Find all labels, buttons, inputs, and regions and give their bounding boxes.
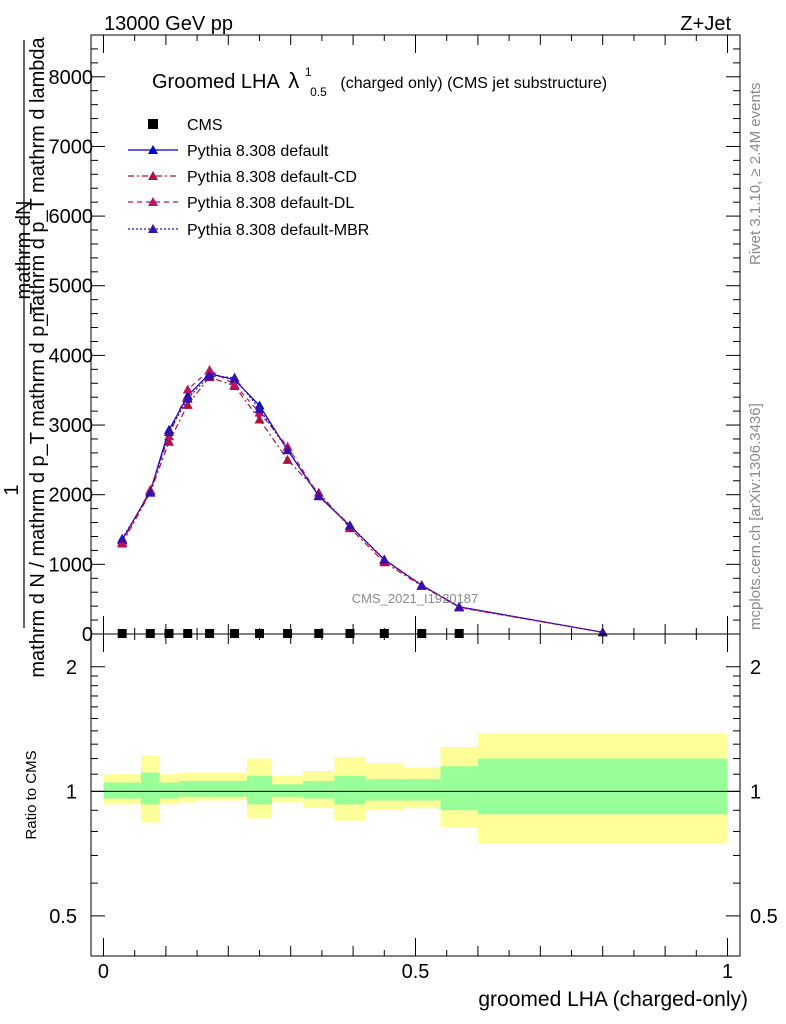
legend-label: Pythia 8.308 default-MBR (187, 222, 369, 239)
ratio-ytick-label-right: 0.5 (750, 906, 778, 928)
ratio-ytick-label-right: 1 (750, 781, 761, 803)
series-point (182, 393, 193, 403)
legend-marker (148, 145, 158, 154)
series-point (313, 491, 324, 501)
x-axis-label: groomed LHA (charged-only) (478, 988, 748, 1011)
band-inner (403, 779, 441, 801)
plot-title-sup: 1 (305, 65, 312, 79)
main-ytick-label: 0 (82, 624, 93, 646)
ratio-tick-labels: 0.5 0.5 1 1 2 2 (49, 657, 778, 928)
main-panel: 0 1000 2000 3000 4000 5000 6000 7000 8000 Groome… (49, 34, 741, 646)
ratio-ytick-label: 0.5 (49, 906, 77, 928)
band-inner (197, 780, 223, 797)
ratio-ytick-label-right: 2 (750, 657, 761, 679)
legend-marker (148, 171, 158, 180)
main-major-ticks (91, 76, 740, 635)
series-point (254, 414, 265, 424)
band-inner (247, 775, 272, 805)
legend-label: Pythia 8.308 default-CD (187, 169, 357, 186)
band-inner (303, 780, 335, 799)
band-inner (222, 780, 248, 797)
ylabel-one: 1 (1, 484, 23, 495)
main-ytick-label: 4000 (49, 345, 94, 367)
ratio-panel: 0.5 0.5 1 1 2 2 (49, 633, 778, 957)
series-point (282, 454, 293, 464)
legend-marker (148, 197, 158, 206)
plot-title-lambda: λ (288, 68, 299, 93)
x-tick-label: 1 (722, 961, 733, 983)
series-point (182, 399, 193, 409)
main-ytick-label: 2000 (49, 485, 94, 507)
legend: CMS Pythia 8.308 default Pythia 8.308 defa… (128, 117, 369, 239)
band-inner (440, 766, 478, 811)
ratio-bands (103, 733, 728, 844)
x-tick-label: 0.5 (402, 961, 430, 983)
series-point (229, 379, 240, 389)
ratio-ytick-label: 1 (66, 781, 77, 803)
band-inner (159, 782, 179, 799)
ratio-ylabel: Ratio to CMS (23, 750, 40, 839)
main-ytick-label: 7000 (49, 136, 94, 158)
main-ytick-labels: 0 1000 2000 3000 4000 5000 6000 7000 8000 (49, 67, 94, 646)
main-ytick-label: 6000 (49, 206, 94, 228)
side-label-top: Rivet 3.1.10, ≥ 2.4M events (747, 83, 764, 266)
series-point (182, 384, 193, 394)
band-inner (140, 772, 160, 805)
series-point (454, 601, 465, 611)
series-point (379, 554, 390, 564)
legend-label: CMS (187, 117, 223, 134)
x-tick-labels: 0 0.5 1 (98, 961, 733, 983)
band-inner (271, 784, 304, 797)
series-point (282, 445, 293, 455)
series-line (121, 372, 603, 633)
band-inner (103, 782, 141, 799)
series-point (117, 533, 128, 543)
series-point (164, 427, 175, 437)
series-point (254, 404, 265, 414)
side-label-bottom: mcplots.cern.ch [arXiv:1306.3436] (747, 403, 764, 630)
ylabel-denominator: mathrm d N / mathrm d p_T mathrm d p_T (27, 302, 49, 677)
x-tick-label: 0 (98, 961, 109, 983)
series-point (344, 520, 355, 530)
band-inner (477, 758, 728, 815)
legend-label: Pythia 8.308 default (187, 143, 329, 160)
plot-title-sub: 0.5 (310, 85, 327, 99)
series-point (204, 370, 215, 380)
main-ytick-label: 1000 (49, 554, 94, 576)
ratio-ticks (91, 634, 740, 956)
ratio-ytick-label: 2 (66, 657, 77, 679)
ylabel-numerator-2: mathrm d p_T mathrm d lambda (27, 36, 49, 322)
plot-title: Groomed LHA λ 1 0.5 (charged only) (CMS … (152, 59, 607, 101)
energy-label: 13000 GeV pp (104, 13, 233, 35)
series-point (145, 487, 156, 497)
legend-marker (148, 224, 158, 233)
band-inner (334, 775, 366, 805)
main-ylabel: mathrm dN mathrm d p_T mathrm d lambda 1… (1, 36, 49, 677)
band-inner (365, 779, 404, 801)
plot-title-main: Groomed LHA (152, 71, 280, 93)
series-point (204, 365, 215, 375)
plot-title-rest: (charged only) (CMS jet substructure) (340, 75, 607, 92)
band-inner (178, 780, 198, 797)
ratio-frame (90, 633, 741, 957)
series-line (121, 374, 603, 633)
main-ytick-label: 5000 (49, 276, 94, 298)
legend-marker-cms (148, 119, 158, 129)
legend-label: Pythia 8.308 default-DL (187, 195, 354, 212)
watermark: CMS_2021_I1920187 (352, 591, 479, 606)
series-point (229, 372, 240, 382)
series-line (121, 376, 603, 633)
main-ytick-label: 8000 (49, 67, 94, 89)
main-ytick-label: 3000 (49, 415, 94, 437)
process-label: Z+Jet (680, 13, 731, 35)
series-point (416, 580, 427, 590)
